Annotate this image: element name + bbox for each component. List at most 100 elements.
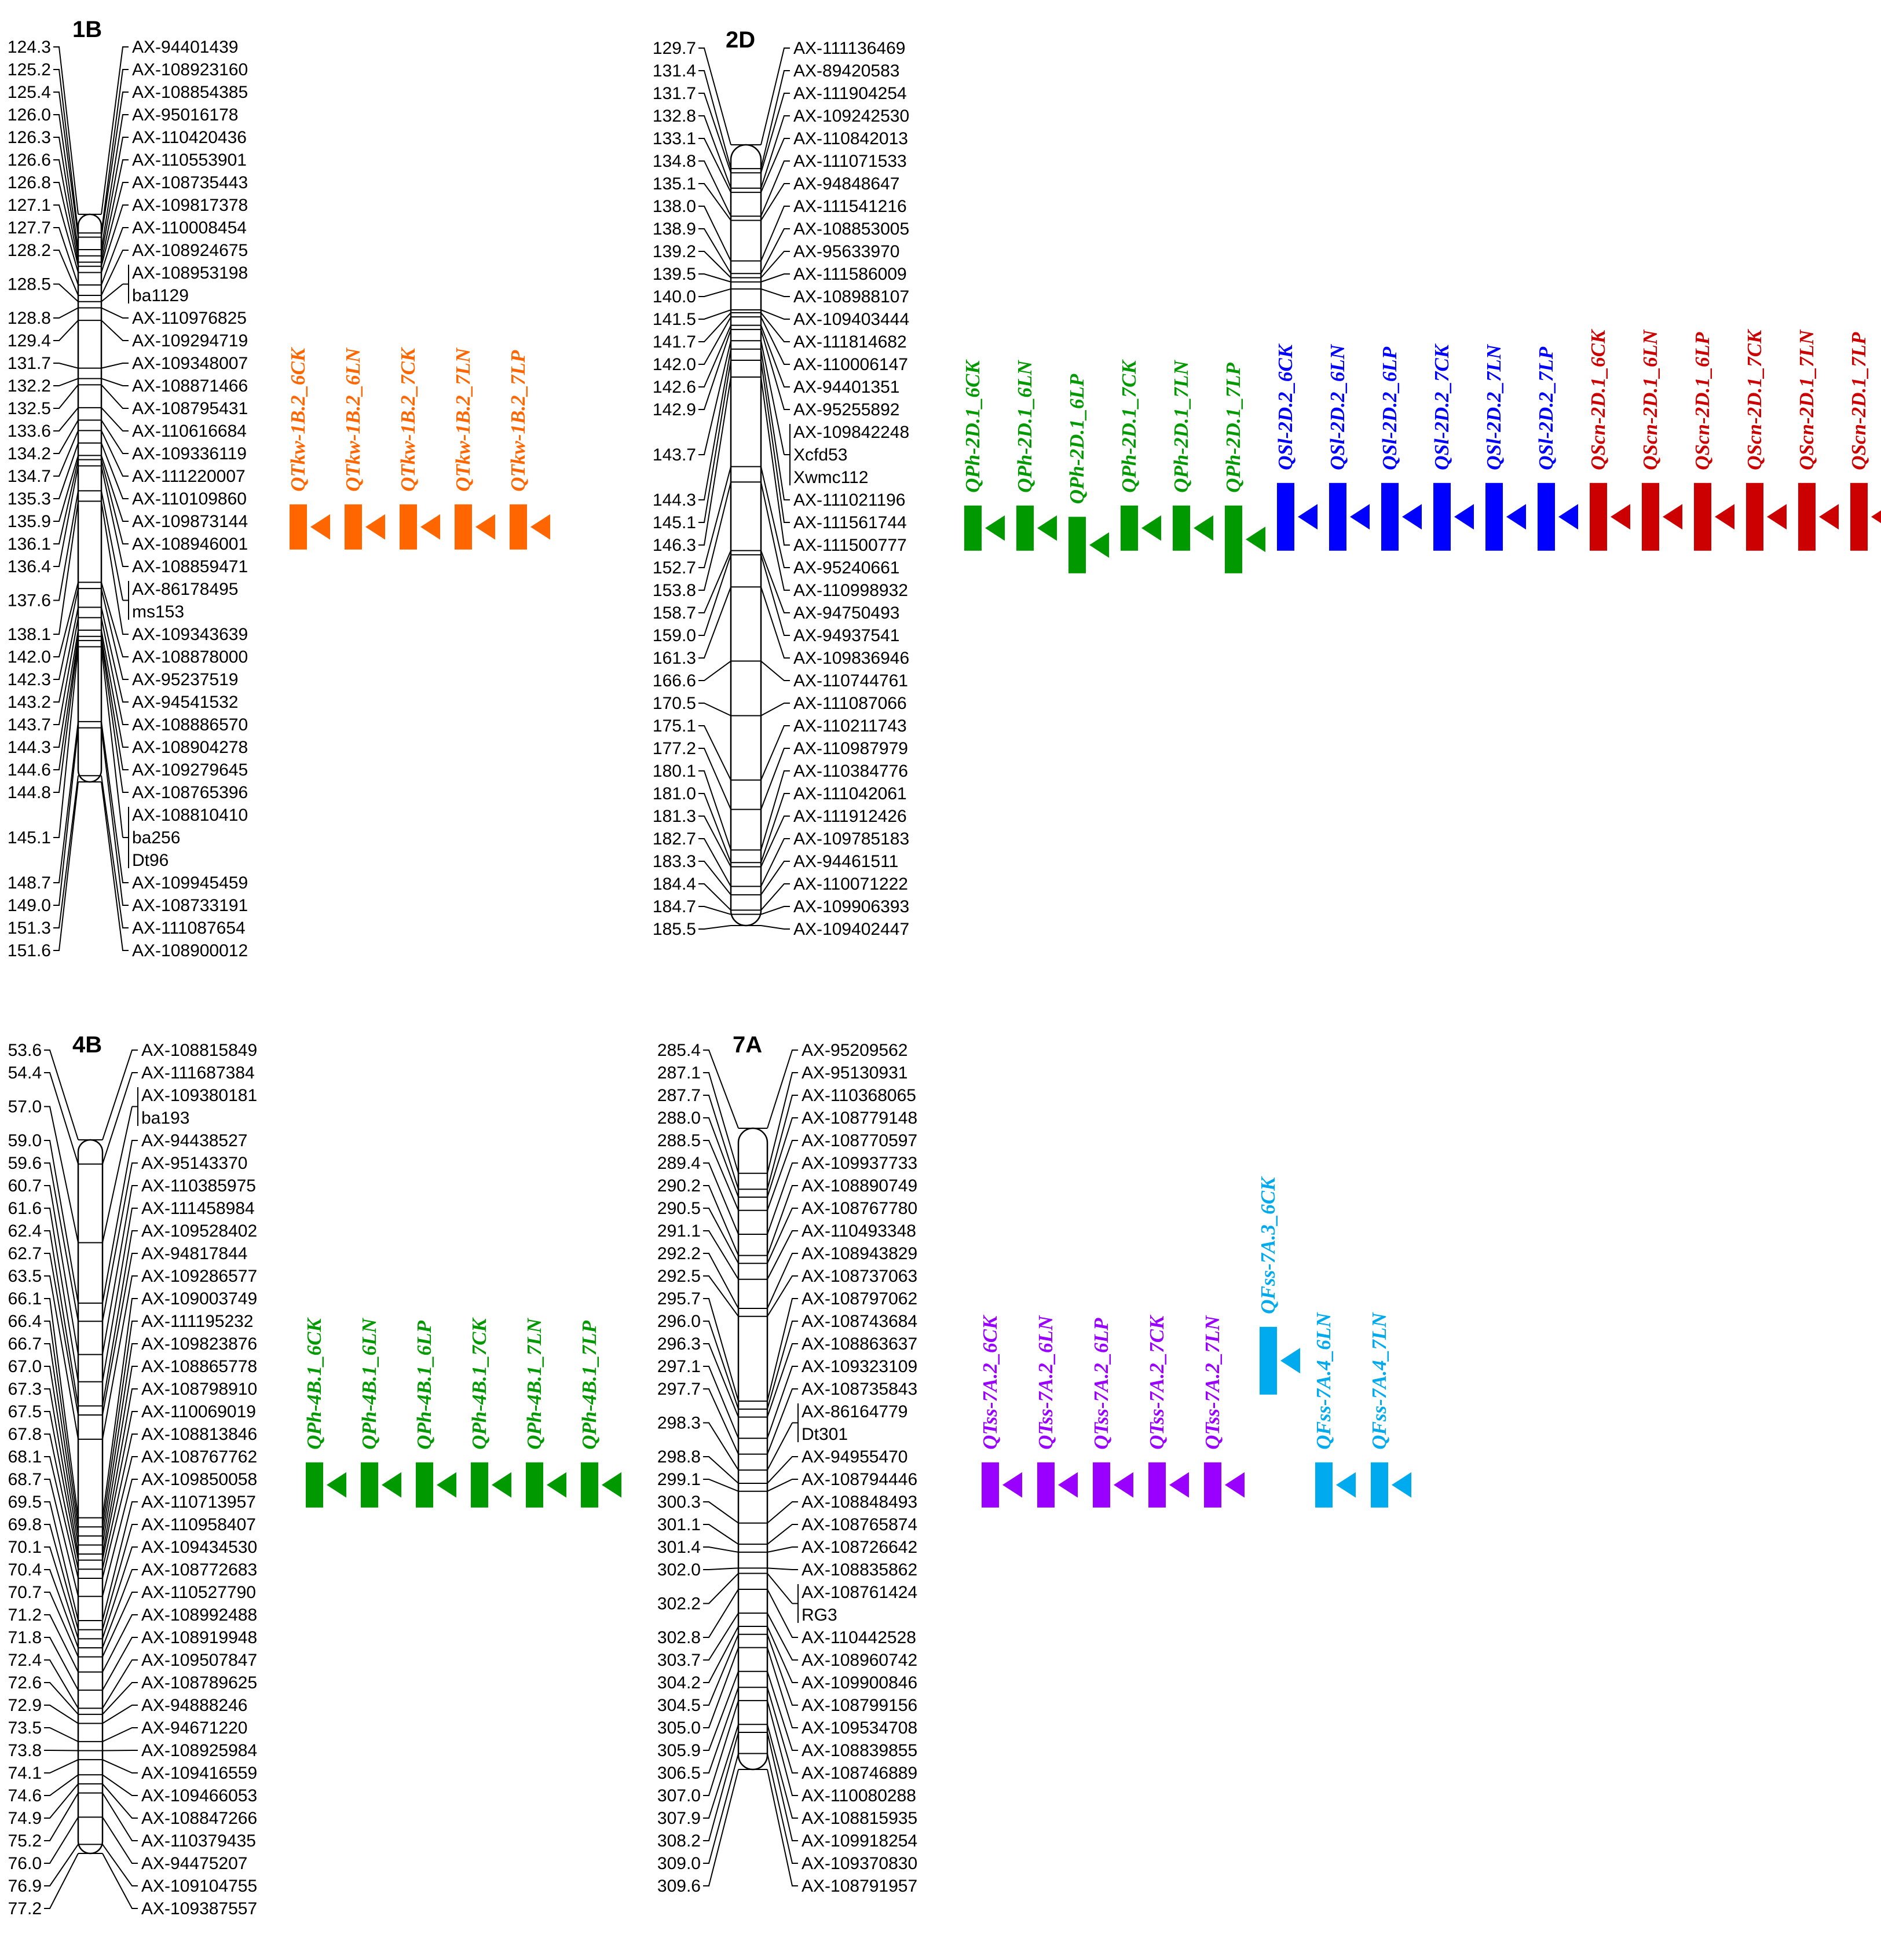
marker-connector	[760, 481, 790, 591]
locus: 296.3 AX-108863637	[657, 1334, 917, 1418]
position-connector	[53, 250, 79, 296]
marker-name: AX-108779148	[802, 1109, 917, 1128]
position-connector	[53, 159, 79, 262]
qtl-QTkw-1B.2_7CK: QTkw-1B.2_7CK	[397, 346, 440, 550]
chromosome-body	[77, 213, 103, 783]
marker-name: AX-110069019	[141, 1402, 256, 1421]
position-connector	[698, 206, 731, 261]
marker-connector	[760, 349, 790, 500]
position-connector	[53, 69, 79, 233]
locus: 60.7 AX-110385975	[8, 1176, 256, 1355]
position-connector	[703, 1589, 739, 1638]
marker-name: AX-110976825	[132, 309, 247, 328]
position-connector	[53, 466, 79, 567]
locus-position: 142.9	[653, 400, 696, 419]
position-connector	[698, 360, 731, 523]
position-connector	[703, 1230, 739, 1280]
position-connector	[703, 1366, 739, 1439]
marker-name: AX-95255892	[793, 400, 900, 419]
marker-connector	[102, 1411, 138, 1560]
marker-name: AX-110008454	[132, 218, 247, 237]
marker-name: AX-110109860	[132, 489, 247, 509]
chromosome-body	[77, 1139, 104, 1855]
marker-name: AX-110211743	[793, 716, 907, 736]
qtl-interval-bar	[345, 504, 362, 550]
locus: 302.2 AX-108761424 RG3	[657, 1573, 917, 1625]
marker-name: AX-109279645	[132, 760, 248, 780]
qtl-QPh-4B.1_7LN: QPh-4B.1_7LN	[523, 1318, 566, 1508]
locus: 161.3 AX-109836946	[653, 586, 909, 668]
marker-connector	[102, 1759, 138, 1773]
marker-name: AX-109434530	[141, 1538, 257, 1557]
locus-position: 66.1	[8, 1289, 42, 1308]
position-connector	[44, 1592, 79, 1658]
marker-connector	[101, 582, 129, 657]
marker-name: AX-108853005	[793, 220, 909, 239]
marker-name: AX-109323109	[802, 1357, 917, 1376]
marker-connector	[102, 1275, 138, 1439]
marker-connector	[767, 1208, 798, 1264]
locus-position: 74.9	[8, 1809, 42, 1828]
marker-name: AX-111136469	[793, 39, 906, 58]
qtl-interval-bar	[526, 1462, 543, 1508]
locus: 70.1 AX-109434530	[8, 1538, 257, 1640]
position-connector	[698, 183, 731, 221]
locus-position: 67.3	[8, 1380, 42, 1399]
locus-position: 70.7	[8, 1583, 42, 1602]
qtl-label: QSl-2D.2_7LN	[1483, 343, 1505, 470]
locus: 298.8 AX-94955470	[657, 1447, 908, 1484]
position-connector	[44, 1456, 79, 1579]
locus-position: 73.8	[8, 1741, 42, 1760]
locus: 134.2 AX-109336119	[8, 419, 247, 463]
position-connector	[53, 443, 79, 499]
locus-position: 181.0	[653, 784, 696, 803]
qtl-label: QTkw-1B.2_7LN	[452, 347, 474, 492]
locus: 67.8 AX-108813846	[8, 1425, 257, 1570]
position-connector	[53, 781, 79, 951]
qtl-QTkw-1B.2_7LP: QTkw-1B.2_7LP	[507, 350, 550, 550]
marker-connector	[101, 283, 123, 302]
qtl-QTkw-1B.2_6CK: QTkw-1B.2_6CK	[287, 346, 330, 550]
locus-position: 134.2	[8, 444, 51, 463]
marker-name: AX-110384776	[793, 762, 908, 781]
position-connector	[44, 1793, 79, 1841]
position-connector	[44, 1759, 79, 1773]
locus-position: 142.6	[653, 378, 696, 397]
marker-name: AX-111586009	[793, 265, 907, 284]
marker-name: AX-108946001	[132, 535, 248, 554]
locus: 144.6 AX-109279645	[8, 635, 248, 780]
marker-connector	[767, 1724, 798, 1819]
qtl-peak-arrow	[327, 1472, 346, 1498]
position-connector	[698, 770, 731, 850]
locus-position: 296.0	[657, 1312, 701, 1331]
locus: 128.5 AX-108953198 ba1129	[8, 264, 248, 305]
qtl-label: QTkw-1B.2_7LP	[507, 350, 529, 492]
marker-connector	[760, 160, 790, 217]
qtl-label: QPh-4B.1_6CK	[303, 1317, 325, 1450]
position-connector	[53, 636, 79, 770]
locus-position: 125.4	[8, 83, 51, 102]
marker-name: AX-110420436	[132, 128, 247, 147]
position-connector	[698, 93, 731, 173]
qtl-label: QTkw-1B.2_6CK	[287, 346, 309, 492]
qtl-interval-bar	[416, 1462, 433, 1508]
locus: 134.8 AX-111071533	[653, 152, 907, 217]
qtl-label: QPh-4B.1_7CK	[468, 1317, 491, 1450]
marker-name: AX-94955470	[802, 1447, 908, 1467]
marker-name: AX-108765396	[132, 783, 248, 802]
marker-name: AX-109906393	[793, 897, 909, 916]
locus: 59.0 AX-94438527	[8, 1131, 248, 1304]
locus: 303.7 AX-108960742	[657, 1612, 917, 1670]
marker-name: AX-94848647	[793, 174, 900, 193]
position-connector	[44, 1275, 79, 1439]
locus-position: 304.2	[657, 1673, 701, 1692]
locus: 135.3 AX-110109860	[8, 442, 247, 509]
marker-connector	[767, 1671, 798, 1751]
position-connector	[44, 1366, 79, 1545]
qtl-QPh-2D.1_6LN: QPh-2D.1_6LN	[1013, 360, 1057, 551]
marker-connector	[767, 1634, 798, 1706]
marker-connector	[767, 1479, 798, 1492]
locus: 126.3 AX-110420436	[8, 128, 247, 257]
marker-connector	[102, 1298, 138, 1518]
locus-position: 183.3	[653, 852, 696, 871]
